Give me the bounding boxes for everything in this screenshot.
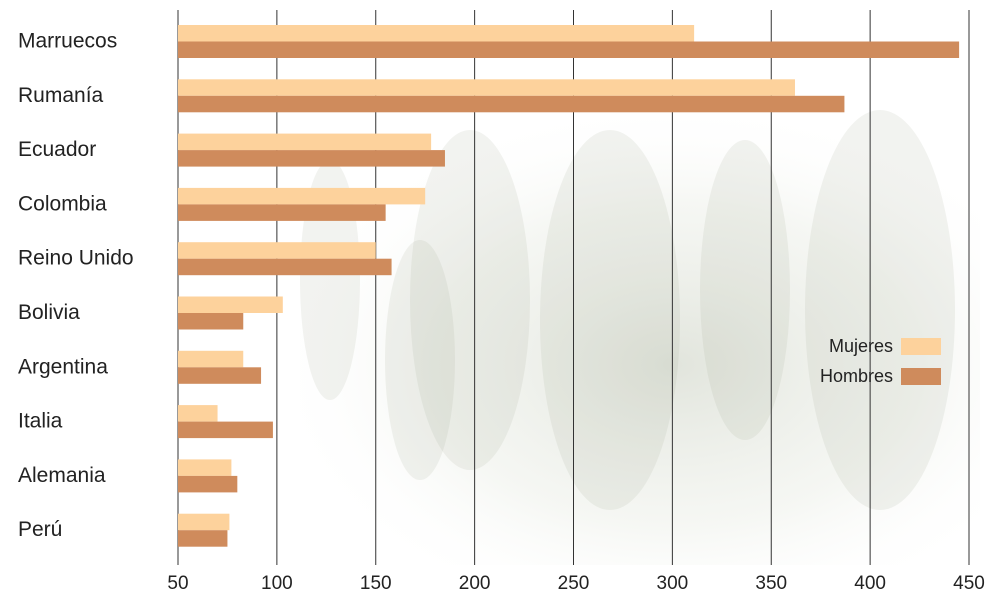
bar-hombres	[178, 150, 445, 167]
category-label: Alemania	[18, 464, 106, 487]
x-tick-label: 200	[459, 573, 491, 594]
x-tick-label: 250	[558, 573, 590, 594]
bar-mujeres	[178, 296, 283, 313]
legend-label: Hombres	[820, 366, 893, 386]
legend-swatch	[901, 338, 941, 355]
category-label: Ecuador	[18, 138, 96, 161]
bar-mujeres	[178, 513, 230, 531]
bar-hombres	[178, 313, 244, 330]
bar-mujeres	[178, 459, 232, 476]
bar-mujeres	[178, 242, 376, 259]
background-figure	[540, 130, 680, 510]
bar-mujeres	[178, 79, 795, 96]
bar-mujeres	[178, 25, 695, 42]
x-tick-label: 350	[755, 573, 787, 594]
category-label: Italia	[18, 410, 63, 433]
category-label: Bolivia	[18, 301, 80, 324]
bar-hombres	[178, 475, 238, 493]
bar-hombres	[178, 41, 960, 58]
bar-mujeres	[178, 350, 244, 368]
bar-hombres	[178, 421, 273, 439]
bar-hombres	[178, 530, 228, 547]
bar-mujeres	[178, 133, 432, 151]
x-tick-label: 50	[167, 573, 188, 594]
legend-label: Mujeres	[829, 336, 893, 356]
category-label: Colombia	[18, 192, 107, 215]
x-tick-label: 150	[360, 573, 392, 594]
category-label: Rumanía	[18, 84, 104, 107]
bar-hombres	[178, 204, 386, 221]
category-label: Perú	[18, 518, 62, 541]
bar-mujeres	[178, 187, 426, 205]
background-figure	[385, 240, 455, 480]
x-tick-label: 300	[657, 573, 689, 594]
legend-swatch	[901, 368, 941, 385]
background-figure	[410, 130, 530, 470]
category-label: Argentina	[18, 355, 108, 378]
bar-hombres	[178, 95, 845, 113]
x-tick-label: 100	[261, 573, 293, 594]
background-figure	[805, 110, 955, 510]
bar-hombres	[178, 367, 262, 384]
category-label: Marruecos	[18, 30, 117, 53]
x-tick-label: 400	[854, 573, 886, 594]
bar-hombres	[178, 258, 392, 276]
x-tick-label: 450	[953, 573, 985, 594]
bar-mujeres	[178, 405, 218, 422]
category-label: Reino Unido	[18, 247, 134, 270]
background-figure	[700, 140, 790, 440]
